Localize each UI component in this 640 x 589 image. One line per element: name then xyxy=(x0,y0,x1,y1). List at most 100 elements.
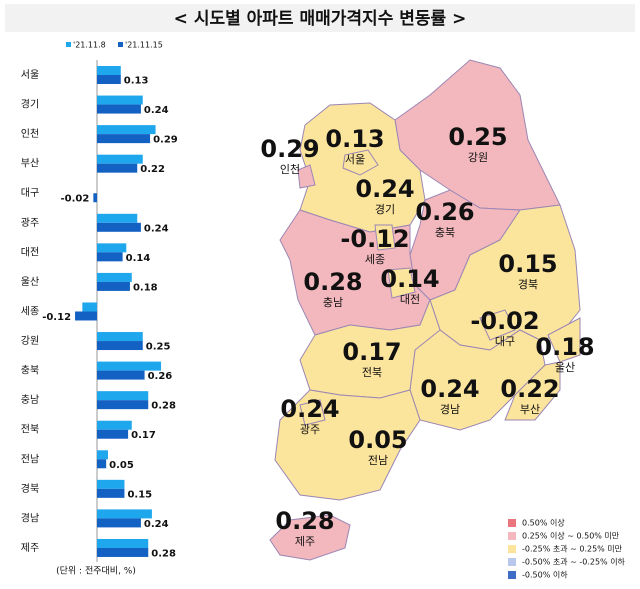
bar xyxy=(97,450,108,460)
bar xyxy=(97,95,143,105)
region-value: 0.22 xyxy=(500,375,559,403)
region-name: 부산 xyxy=(520,403,540,416)
legend-swatch xyxy=(508,519,516,527)
value-label: 0.24 xyxy=(144,519,169,530)
region-value: 0.26 xyxy=(415,198,474,226)
bar xyxy=(97,429,129,439)
bar xyxy=(97,222,141,232)
bar xyxy=(97,420,132,430)
category-label: 대전 xyxy=(21,246,39,258)
region-name: 세종 xyxy=(365,253,385,266)
region xyxy=(547,317,581,363)
legend-label: -0.50% 이하 xyxy=(522,570,568,580)
legend-swatch xyxy=(508,571,516,579)
value-label: 0.14 xyxy=(126,253,151,264)
region-name: 제주 xyxy=(295,535,315,548)
bar xyxy=(93,193,97,203)
bar xyxy=(97,361,162,371)
value-label: 0.17 xyxy=(131,430,156,441)
value-label: 0.22 xyxy=(140,164,165,175)
value-label: 0.18 xyxy=(133,282,158,293)
value-label: 0.05 xyxy=(109,460,134,471)
category-label: 충북 xyxy=(21,365,39,377)
legend-swatch xyxy=(508,545,516,553)
region-name: 경기 xyxy=(375,203,395,216)
bar xyxy=(97,281,130,291)
bar xyxy=(97,163,138,173)
region-name: 충북 xyxy=(435,226,455,239)
bar xyxy=(97,391,149,401)
bar-chart: '21.11.8 '21.11.15 서울 0.13 경기 0.24 인천 0.29 부산 0.2… xyxy=(21,41,178,562)
legend-label: 0.50% 이상 xyxy=(522,518,565,528)
category-label: 경북 xyxy=(21,482,39,495)
region xyxy=(479,309,516,341)
bar xyxy=(97,125,156,135)
region-value: 0.13 xyxy=(325,125,384,153)
unit-note: (단위 : 전주대비, %) xyxy=(56,566,136,577)
region-name: 대구 xyxy=(495,335,515,348)
legend-swatch xyxy=(118,42,123,47)
category-label: 서울 xyxy=(21,69,39,81)
bar xyxy=(97,341,143,351)
region-value: -0.02 xyxy=(470,307,539,335)
region xyxy=(504,361,561,421)
legend-label: -0.25% 초과 ~ 0.25% 미만 xyxy=(522,545,623,554)
region xyxy=(297,164,316,189)
bar xyxy=(97,75,121,84)
bar xyxy=(97,66,121,75)
value-label: 0.29 xyxy=(153,135,178,146)
bar xyxy=(97,370,145,380)
region-name: 충남 xyxy=(323,296,343,309)
legend-swatch xyxy=(66,42,71,47)
region-value: 0.18 xyxy=(535,333,594,361)
bar xyxy=(97,243,127,253)
bar xyxy=(97,479,125,489)
value-label: 0.24 xyxy=(144,223,169,234)
legend-label: 0.25% 이상 ~ 0.50% 미만 xyxy=(522,531,620,541)
region-name: 전북 xyxy=(362,366,382,379)
value-label: 0.15 xyxy=(127,489,152,500)
bar xyxy=(97,213,138,223)
region-name: 인천 xyxy=(280,162,300,176)
region-value: -0.12 xyxy=(340,225,409,253)
category-label: 전남 xyxy=(21,453,39,465)
category-label: 인천 xyxy=(21,128,39,140)
value-label: -0.02 xyxy=(61,194,90,205)
value-label: 0.28 xyxy=(151,401,176,412)
value-label: 0.25 xyxy=(146,342,171,353)
region-value: 0.05 xyxy=(348,426,407,454)
region-value: 0.28 xyxy=(303,268,362,296)
region-name: 광주 xyxy=(300,423,320,436)
category-label: 광주 xyxy=(21,217,39,229)
region-name: 울산 xyxy=(555,361,575,374)
region-name: 대전 xyxy=(400,293,420,306)
region-value: 0.25 xyxy=(448,123,507,151)
value-label: 0.24 xyxy=(144,105,169,116)
bar xyxy=(97,272,132,282)
legend-swatch xyxy=(508,532,516,540)
category-label: 강원 xyxy=(21,335,39,347)
category-label: 세종 xyxy=(21,305,39,317)
bar xyxy=(97,400,149,410)
region-name: 강원 xyxy=(468,151,488,164)
region-name: 전남 xyxy=(368,454,388,467)
value-label: -0.12 xyxy=(42,312,71,323)
bar xyxy=(97,104,141,114)
bar xyxy=(82,302,97,312)
category-label: 전북 xyxy=(21,424,39,436)
bar xyxy=(97,154,143,164)
category-label: 경기 xyxy=(21,98,39,111)
region xyxy=(269,514,351,561)
bar xyxy=(97,459,107,469)
value-label: 0.28 xyxy=(151,548,176,559)
legend-label: '21.11.15 xyxy=(125,41,163,50)
bar xyxy=(97,252,123,262)
bar xyxy=(75,311,97,321)
bar xyxy=(97,509,152,519)
category-label: 부산 xyxy=(21,158,39,170)
region xyxy=(374,224,396,251)
bar xyxy=(97,538,149,548)
chart-title: < 시도별 아파트 매매가격지수 변동률 > xyxy=(174,9,467,29)
region-value: 0.14 xyxy=(380,265,439,293)
